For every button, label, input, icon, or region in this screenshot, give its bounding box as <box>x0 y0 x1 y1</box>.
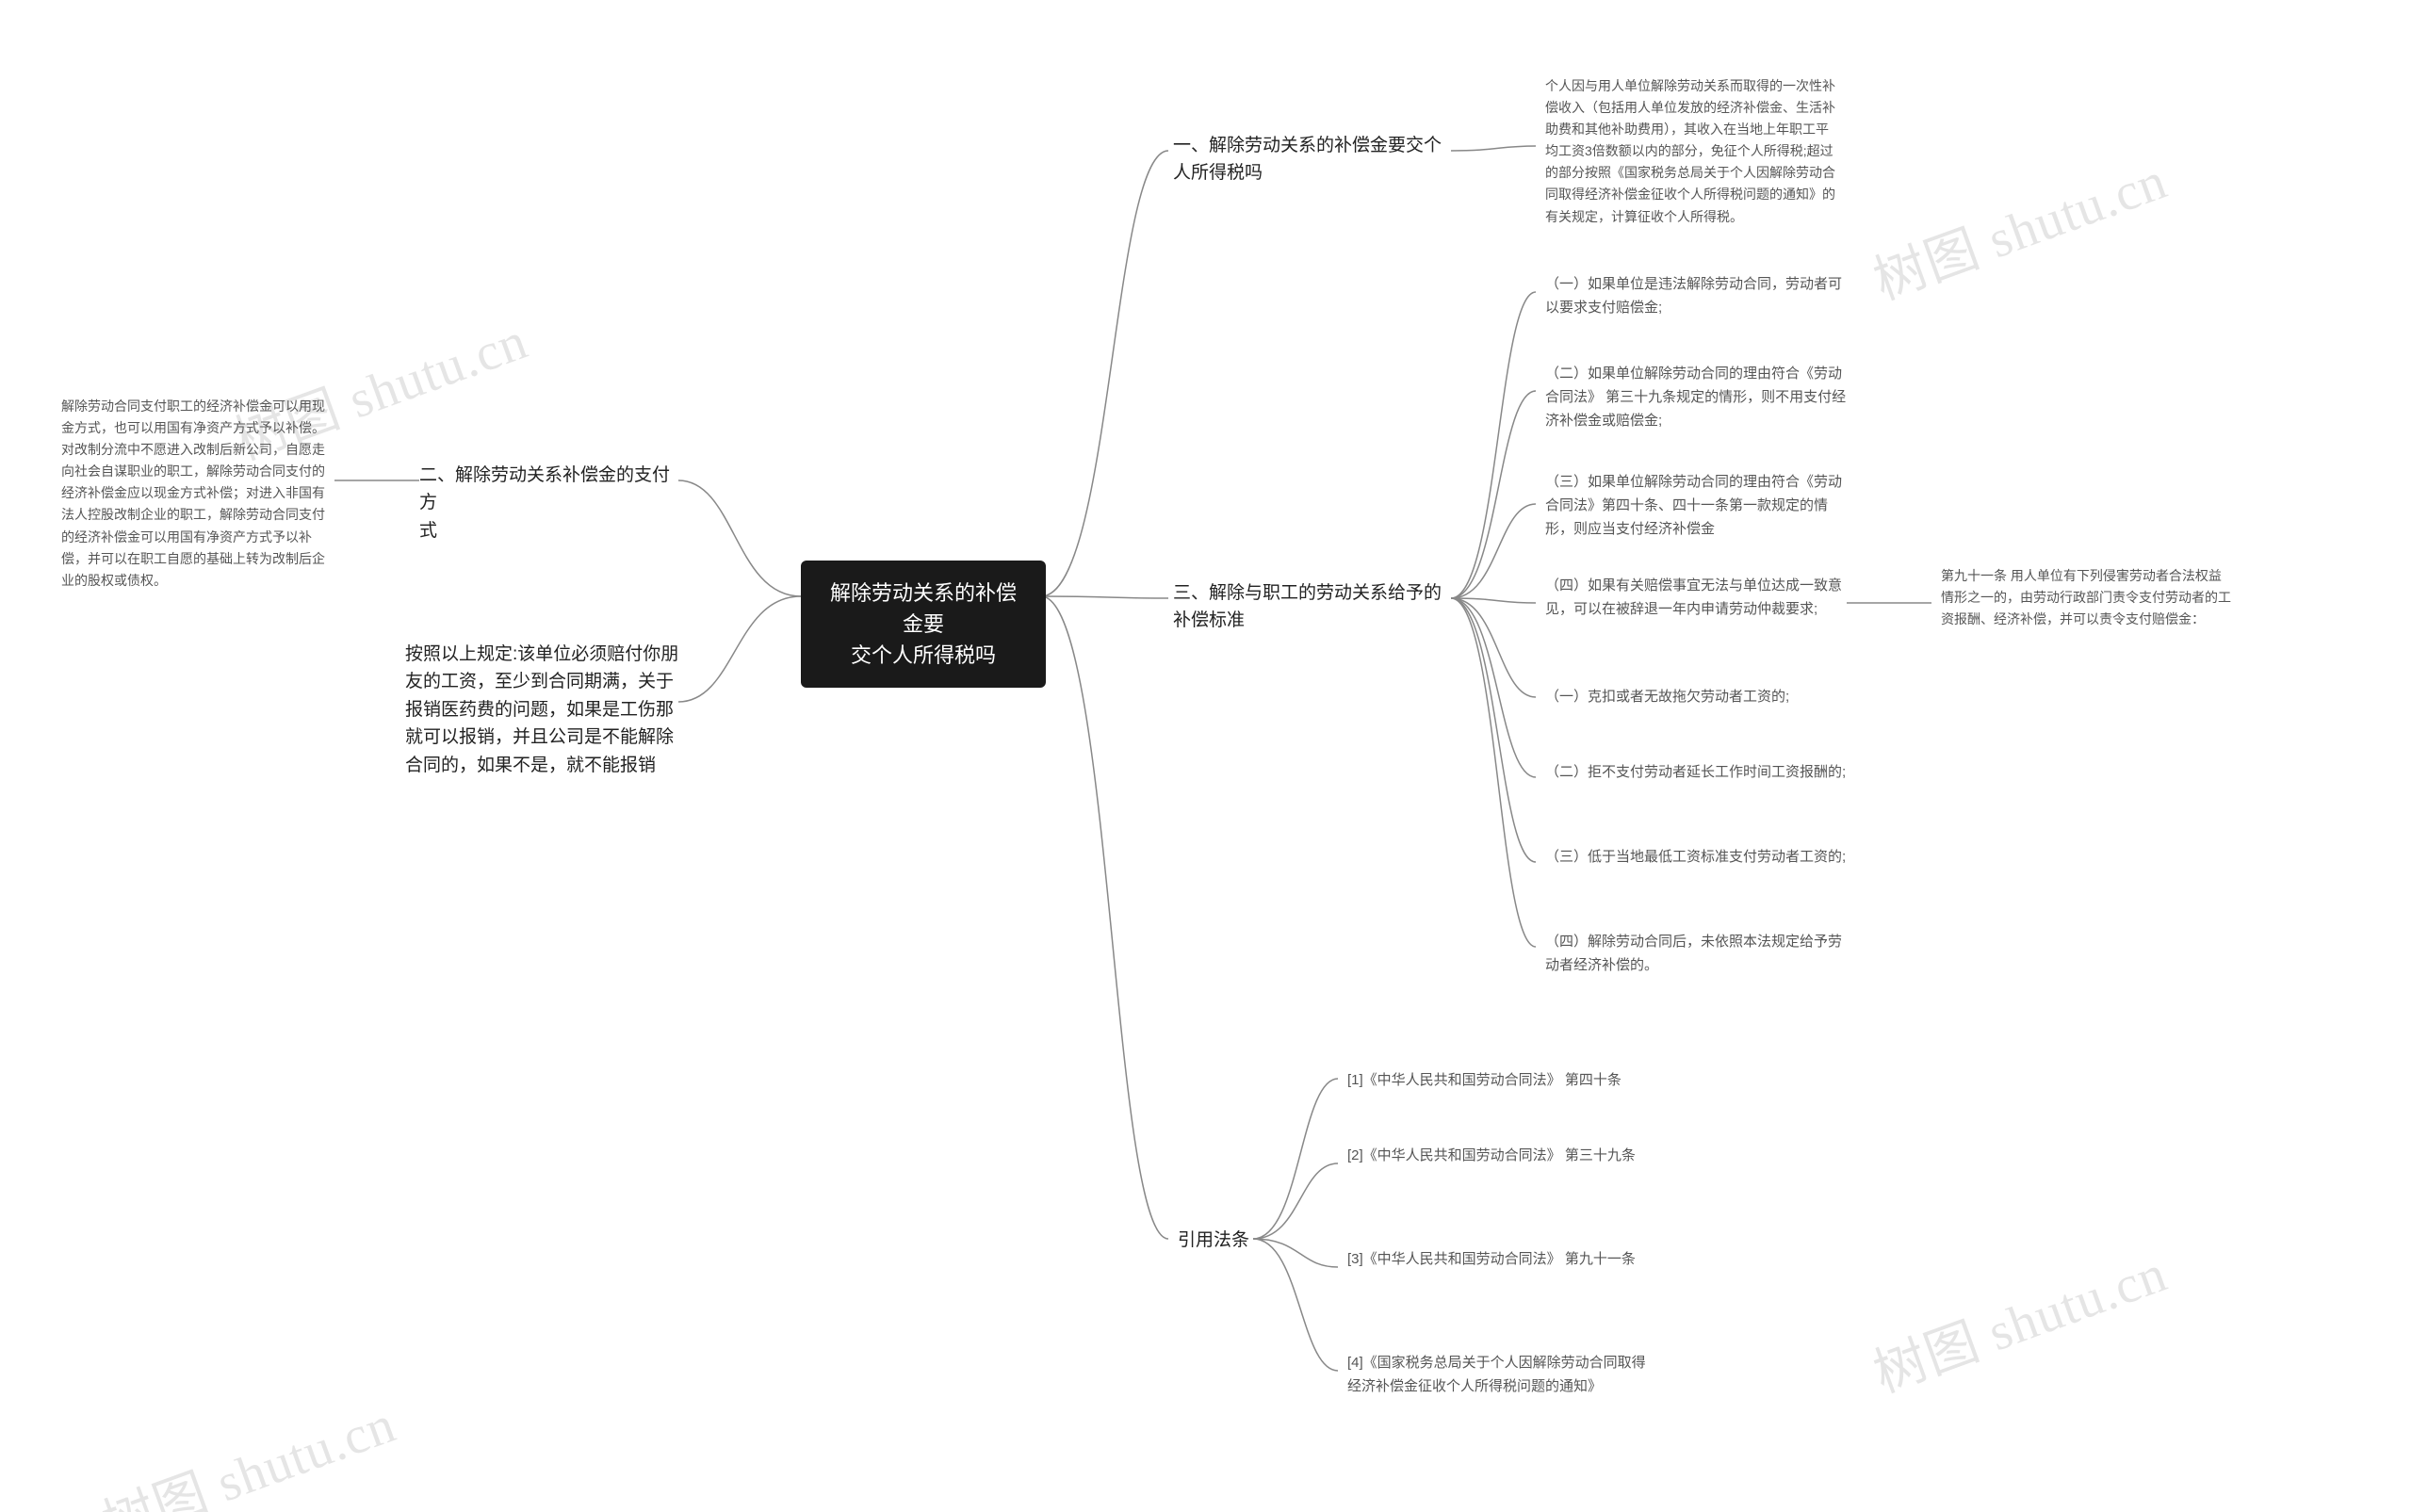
branch-3-item-6: （二）拒不支付劳动者延长工作时间工资报酬的; <box>1545 761 1847 785</box>
branch-3-item-8: （四）解除劳动合同后，未依照本法规定给予劳动者经济补偿的。 <box>1545 931 1847 978</box>
branch-3-label: 三、解除与职工的劳动关系给予的 补偿标准 <box>1173 579 1456 635</box>
branch-2-label: 二、解除劳动关系补偿金的支付方 式 <box>419 462 683 545</box>
branch-3-item-7: （三）低于当地最低工资标准支付劳动者工资的; <box>1545 846 1847 870</box>
branch-2-label-l2: 式 <box>419 521 437 541</box>
root-line1: 解除劳动关系的补偿金要 <box>830 581 1017 636</box>
root-line2: 交个人所得税吗 <box>851 643 996 667</box>
branch-3-item-1: （一）如果单位是违法解除劳动合同，劳动者可以要求支付赔偿金; <box>1545 273 1847 320</box>
connector-lines <box>0 0 2412 1512</box>
branch-3-label-l2: 补偿标准 <box>1173 610 1245 630</box>
branch-3-item-3: （三）如果单位解除劳动合同的理由符合《劳动合同法》第四十条、四十一条第一款规定的… <box>1545 471 1847 541</box>
ref-2: [2]《中华人民共和国劳动合同法》 第三十九条 <box>1347 1145 1658 1168</box>
ref-4: [4]《国家税务总局关于个人因解除劳动合同取得经济补偿金征收个人所得税问题的通知… <box>1347 1352 1658 1399</box>
branch-1-label-l1: 一、解除劳动关系的补偿金要交个 <box>1173 136 1442 155</box>
branch-2-leaf: 解除劳动合同支付职工的经济补偿金可以用现金方式，也可以用国有净资产方式予以补偿。… <box>61 396 334 592</box>
branch-1-label-l2: 人所得税吗 <box>1173 163 1263 183</box>
branch-2-label-l1: 二、解除劳动关系补偿金的支付方 <box>419 465 670 512</box>
branch-3-item-4: （四）如果有关赔偿事宜无法与单位达成一致意见，可以在被辞退一年内申请劳动仲裁要求… <box>1545 575 1847 622</box>
branch-1-leaf: 个人因与用人单位解除劳动关系而取得的一次性补偿收入（包括用人单位发放的经济补偿金… <box>1545 75 1837 228</box>
mindmap-root: 解除劳动关系的补偿金要 交个人所得税吗 <box>801 561 1046 688</box>
branch-refs-label: 引用法条 <box>1178 1227 1249 1254</box>
watermark: 树图 shutu.cn <box>1862 138 2176 315</box>
branch-3-item-2: （二）如果单位解除劳动合同的理由符合《劳动合同法》 第三十九条规定的情形，则不用… <box>1545 363 1847 432</box>
branch-3-item-4-detail: 第九十一条 用人单位有下列侵害劳动者合法权益情形之一的，由劳动行政部门责令支付劳… <box>1941 565 2233 630</box>
branch-3-label-l1: 三、解除与职工的劳动关系给予的 <box>1173 583 1442 603</box>
watermark: 树图 shutu.cn <box>1862 1231 2176 1407</box>
ref-1: [1]《中华人民共和国劳动合同法》 第四十条 <box>1347 1069 1658 1093</box>
ref-3: [3]《中华人民共和国劳动合同法》 第九十一条 <box>1347 1248 1658 1272</box>
left-extra-leaf: 按照以上规定:该单位必须赔付你朋友的工资，至少到合同期满，关于报销医药费的问题，… <box>405 641 683 779</box>
branch-3-item-5: （一）克扣或者无故拖欠劳动者工资的; <box>1545 686 1847 709</box>
watermark: 树图 shutu.cn <box>90 1382 404 1512</box>
branch-1-label: 一、解除劳动关系的补偿金要交个 人所得税吗 <box>1173 132 1456 187</box>
